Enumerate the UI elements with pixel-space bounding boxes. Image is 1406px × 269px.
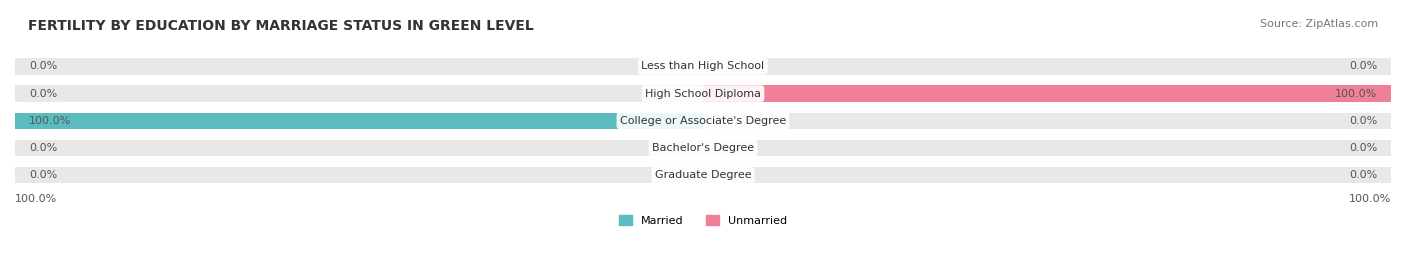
Bar (703, 58, 1391, 75)
Text: Graduate Degree: Graduate Degree (655, 170, 751, 180)
Text: 0.0%: 0.0% (1348, 61, 1378, 71)
Bar (703, 85, 1391, 102)
Text: 0.0%: 0.0% (28, 170, 58, 180)
Text: 0.0%: 0.0% (28, 89, 58, 98)
Text: 100.0%: 100.0% (28, 116, 72, 126)
Text: Source: ZipAtlas.com: Source: ZipAtlas.com (1260, 19, 1378, 29)
Text: 0.0%: 0.0% (28, 143, 58, 153)
Bar (703, 167, 1391, 183)
Text: FERTILITY BY EDUCATION BY MARRIAGE STATUS IN GREEN LEVEL: FERTILITY BY EDUCATION BY MARRIAGE STATU… (28, 19, 534, 33)
Text: 100.0%: 100.0% (1348, 194, 1391, 204)
Bar (15, 85, 703, 102)
Text: College or Associate's Degree: College or Associate's Degree (620, 116, 786, 126)
Text: High School Diploma: High School Diploma (645, 89, 761, 98)
Bar (15, 140, 703, 156)
Text: 100.0%: 100.0% (1334, 89, 1378, 98)
Text: 0.0%: 0.0% (1348, 143, 1378, 153)
Text: Less than High School: Less than High School (641, 61, 765, 71)
Text: 0.0%: 0.0% (28, 61, 58, 71)
Bar (15, 167, 703, 183)
Text: 100.0%: 100.0% (15, 194, 58, 204)
Bar (15, 113, 703, 129)
Bar (703, 140, 1391, 156)
Bar (15, 113, 703, 129)
Text: 0.0%: 0.0% (1348, 116, 1378, 126)
Bar (15, 58, 703, 75)
Bar (703, 85, 1391, 102)
Text: Bachelor's Degree: Bachelor's Degree (652, 143, 754, 153)
Text: 0.0%: 0.0% (1348, 170, 1378, 180)
Bar (703, 113, 1391, 129)
Legend: Married, Unmarried: Married, Unmarried (619, 215, 787, 225)
